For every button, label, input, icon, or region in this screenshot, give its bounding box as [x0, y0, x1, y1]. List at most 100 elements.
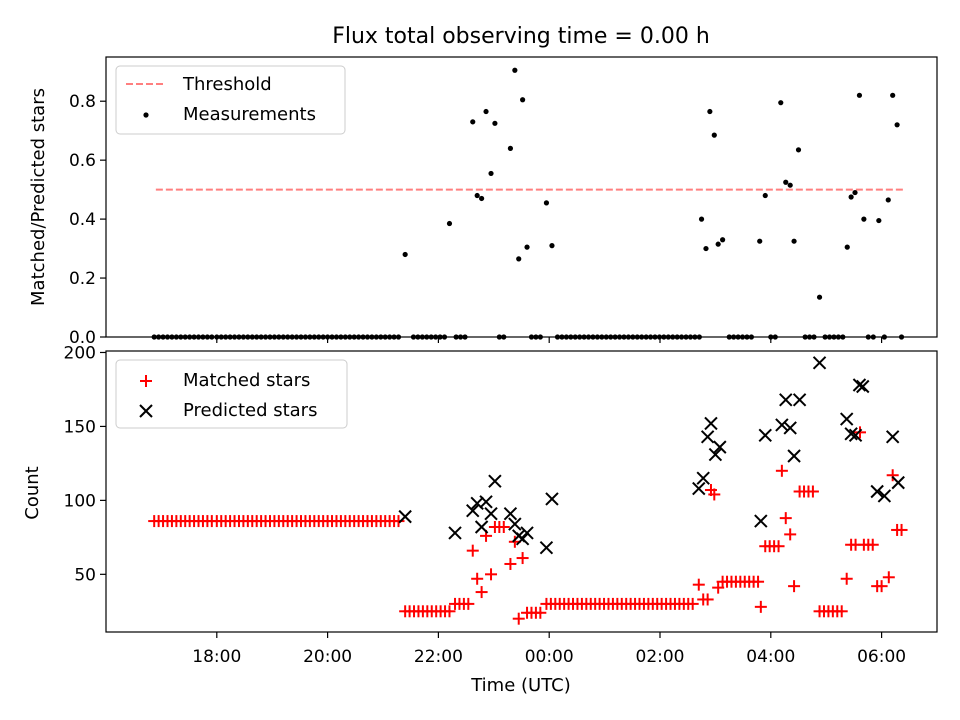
bottom-y-tick-label: 150	[64, 417, 96, 437]
measurement-point	[876, 217, 882, 224]
legend-measurements-marker	[143, 112, 149, 118]
matched-star-point	[686, 597, 699, 610]
matched-star-point	[886, 469, 899, 482]
bottom-y-axis-label: Count	[22, 466, 43, 519]
matched-star-point	[840, 572, 853, 585]
matched-star-point	[875, 580, 888, 593]
matched-star-point	[784, 528, 797, 541]
x-axis-label: Time (UTC)	[470, 675, 571, 696]
measurement-point	[512, 67, 518, 73]
matched-star-point	[504, 557, 517, 570]
matched-star-point	[497, 520, 510, 533]
matched-star-point	[392, 515, 405, 528]
measurement-point	[715, 241, 721, 247]
predicted-star-point	[448, 526, 462, 540]
matched-star-point	[512, 612, 525, 625]
bottom-panel: 50 100 150 200 18:00 20:00 22:00 00:00 02:00 04:…	[22, 343, 938, 696]
measurement-point	[479, 195, 485, 202]
measurement-point	[507, 145, 514, 151]
bottom-y-tick-label: 200	[64, 343, 96, 363]
matched-star-point	[853, 426, 866, 439]
predicted-star-point	[708, 447, 723, 462]
top-y-tick-label: 0.0	[69, 328, 96, 348]
predicted-star-point	[503, 506, 518, 521]
x-tick-label: 00:00	[525, 647, 574, 667]
legend-threshold-label: Threshold	[182, 74, 272, 95]
x-tick-label: 18:00	[192, 647, 241, 667]
chart-title: Flux total observing time = 0.00 h	[332, 24, 710, 49]
measurement-point	[890, 92, 896, 98]
x-tick-label: 02:00	[636, 647, 685, 667]
bottom-x-ticks: 18:00 20:00 22:00 00:00 02:00 04:00 06:00	[192, 632, 906, 667]
matched-star-point	[485, 568, 498, 581]
measurement-point	[852, 189, 858, 196]
measurement-point	[703, 245, 709, 252]
matched-star-point	[895, 523, 908, 536]
matched-star-point	[752, 575, 765, 588]
x-tick-label: 06:00	[857, 647, 906, 667]
predicted-star-point	[488, 474, 502, 488]
measurement-point	[488, 170, 494, 177]
predicted-star-point	[754, 514, 768, 528]
bottom-legend-box	[115, 359, 348, 429]
top-x-ticks	[216, 337, 883, 343]
predicted-star-point	[839, 412, 854, 426]
predicted-star-point	[856, 379, 870, 394]
matched-star-point	[788, 580, 801, 593]
measurement-point	[516, 256, 522, 262]
measurement-point	[543, 200, 550, 206]
measurement-point	[787, 182, 793, 188]
legend-measurements-label: Measurements	[183, 104, 316, 125]
measurement-point	[762, 192, 768, 199]
predicted-star-point	[848, 428, 863, 443]
x-tick-label: 22:00	[414, 647, 463, 667]
top-y-tick-label: 0.4	[69, 210, 96, 230]
legend-matched-label: Matched stars	[183, 370, 310, 391]
measurement-point	[757, 238, 763, 244]
legend-matched-marker	[140, 375, 152, 387]
measurement-point	[483, 108, 489, 115]
predicted-star-point	[713, 440, 727, 454]
matched-star-point	[866, 538, 879, 551]
predicted-star-point	[539, 540, 554, 555]
predicted-star-point	[877, 489, 892, 503]
predicted-star-point	[466, 504, 480, 518]
predicted-star-point	[852, 378, 867, 392]
measurement-point	[720, 237, 726, 243]
measurement-point	[524, 244, 530, 250]
matched-star-point	[708, 488, 721, 501]
matched-star-point	[772, 540, 785, 553]
predicted-star-point	[792, 393, 807, 407]
measurement-point	[711, 132, 717, 138]
top-y-tick-label: 0.6	[69, 151, 96, 171]
bottom-y-tick-label: 50	[74, 565, 96, 585]
bottom-y-tick-label: 100	[64, 491, 96, 511]
measurement-point	[894, 122, 900, 128]
matched-star-point	[462, 597, 475, 610]
measurement-point	[549, 243, 555, 249]
top-y-tick-label: 0.8	[69, 92, 96, 112]
predicted-star-point	[885, 430, 900, 444]
legend-predicted-label: Predicted stars	[183, 400, 317, 421]
matched-star-point	[534, 606, 547, 619]
measurement-point	[707, 108, 713, 115]
matched-star-point	[475, 586, 488, 599]
predicted-star-point	[692, 481, 706, 496]
measurement-point	[783, 179, 789, 185]
predicted-star-point	[758, 428, 772, 443]
predicted-star-point	[775, 418, 789, 432]
measurement-point	[848, 194, 854, 200]
top-y-tick-label: 0.2	[69, 269, 96, 289]
measurement-point	[791, 238, 797, 244]
predicted-star-point	[844, 427, 858, 441]
predicted-star-point	[484, 506, 498, 521]
top-y-ticks: 0.0 0.2 0.4 0.6 0.8	[69, 92, 106, 348]
measurement-point	[816, 294, 823, 300]
predicted-star-point	[704, 416, 718, 431]
predicted-star-point	[891, 475, 905, 490]
measurement-point	[402, 251, 408, 258]
predicted-star-point	[812, 356, 827, 370]
matched-star-point	[882, 571, 895, 584]
predicted-star-point	[520, 526, 534, 540]
matched-star-point	[754, 600, 767, 613]
